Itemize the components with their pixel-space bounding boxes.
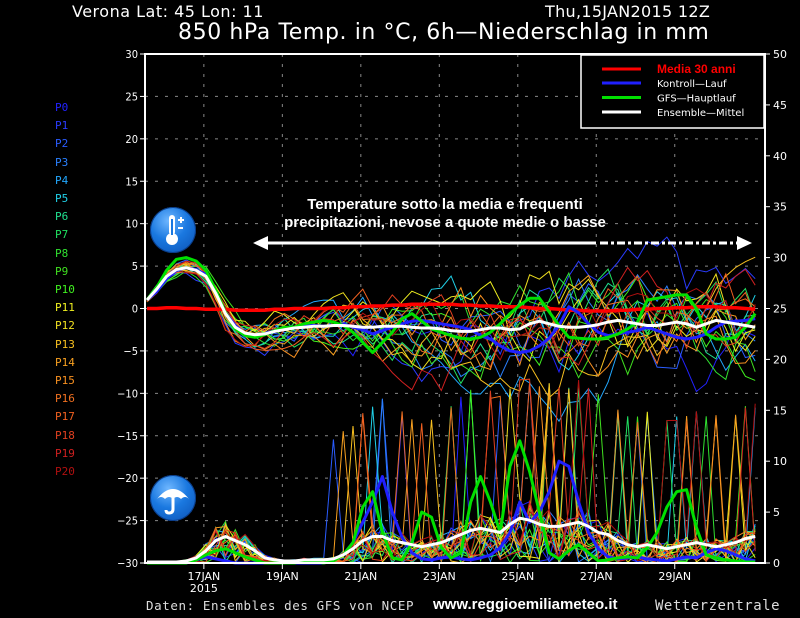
x-tick-label: 23JAN <box>423 570 456 583</box>
y-tick-label-left: 30 <box>125 48 138 61</box>
member-label: P20 <box>55 465 75 478</box>
temp-line-p3 <box>146 265 756 379</box>
axes: 302520151050−5−10−15−20−25−3050454035302… <box>117 48 787 595</box>
y-tick-label-left: 15 <box>125 175 138 188</box>
member-label: P2 <box>55 137 69 151</box>
umbrella-icon <box>150 475 196 521</box>
temp-line-p19 <box>146 260 756 392</box>
legend-label: Kontroll—Lauf <box>657 79 727 90</box>
legend-label: Media 30 anni <box>657 62 736 76</box>
precip-line-p20 <box>146 379 756 564</box>
y-tick-label-right: 40 <box>773 150 787 163</box>
y-tick-label-left: 5 <box>132 260 138 273</box>
annotation-arrow <box>253 236 752 250</box>
y-tick-label-left: −30 <box>117 557 138 570</box>
run-time-label: Thu,15JAN2015 12Z <box>545 2 711 21</box>
y-tick-label-left: −5 <box>123 345 138 358</box>
x-tick-label: 29JAN <box>658 570 691 583</box>
member-label: P4 <box>55 173 69 187</box>
temp-climatology-line <box>147 302 756 313</box>
temp-line-p18 <box>146 267 756 353</box>
temp-operational-line <box>145 256 757 355</box>
member-label: P18 <box>55 428 75 442</box>
y-tick-label-left: −25 <box>117 515 138 528</box>
member-label: P11 <box>55 301 75 315</box>
temp-line-p16 <box>146 261 756 365</box>
member-label: P16 <box>55 392 75 406</box>
y-tick-label-right: 25 <box>773 303 787 316</box>
arrow-right-head <box>737 236 752 250</box>
y-tick-label-right: 45 <box>773 99 787 112</box>
location-label: Verona Lat: 45 Lon: 11 <box>72 2 264 21</box>
x-tick-sublabel: 2015 <box>190 582 218 595</box>
credit-label: Wetterzentrale <box>655 598 781 614</box>
website-link[interactable]: www.reggioemiliameteo.it <box>433 596 618 613</box>
legend-label: GFS—Hauptlauf <box>657 94 736 105</box>
y-tick-label-left: 10 <box>125 218 138 231</box>
temp-line-p15 <box>146 262 756 377</box>
x-tick-label: 25JAN <box>501 570 534 583</box>
precip-operational-line <box>147 439 756 565</box>
member-label: P3 <box>55 155 69 169</box>
temp-ensemble-mean-line <box>145 266 756 337</box>
member-label: P5 <box>55 192 69 205</box>
member-label: P17 <box>55 410 75 424</box>
temp-line-p14 <box>146 263 756 371</box>
member-label: P15 <box>55 374 75 387</box>
x-tick-label: 17JAN <box>187 570 220 583</box>
precip-ensemble-mean-line <box>147 516 756 564</box>
thermometer-icon <box>150 207 196 253</box>
member-label: P19 <box>55 446 75 460</box>
y-tick-label-right: 35 <box>773 201 787 214</box>
annotation-line-2: precipitazioni, nevose a quote medie o b… <box>284 214 606 231</box>
member-label: P13 <box>55 337 75 351</box>
y-tick-label-left: 20 <box>125 133 138 146</box>
member-label: P8 <box>55 246 69 260</box>
arrow-left-head <box>253 236 268 250</box>
member-label: P9 <box>55 264 69 278</box>
temp-line-p17 <box>146 271 756 369</box>
y-tick-label-right: 15 <box>773 404 787 417</box>
member-label: P12 <box>55 319 75 333</box>
x-tick-label: 27JAN <box>580 570 613 583</box>
y-tick-label-right: 50 <box>773 48 787 61</box>
y-tick-label-left: 25 <box>125 90 138 103</box>
member-label: P10 <box>55 283 75 296</box>
member-label: P6 <box>55 210 69 224</box>
y-tick-label-left: −15 <box>117 430 138 443</box>
legend: Media 30 anni Kontroll—Lauf GFS—Hauptlauf E… <box>580 54 765 129</box>
y-tick-label-left: −20 <box>117 472 138 485</box>
y-tick-label-right: 20 <box>773 353 787 366</box>
member-label: P0 <box>55 101 69 114</box>
member-label: P1 <box>55 119 69 133</box>
y-tick-label-right: 10 <box>773 455 787 468</box>
y-tick-label-right: 5 <box>773 506 780 519</box>
precip-line-p9 <box>146 394 756 564</box>
legend-box <box>580 54 765 129</box>
chart-title: 850 hPa Temp. in °C, 6h—Niederschlag in … <box>178 20 710 45</box>
y-tick-label-left: 0 <box>132 303 138 316</box>
legend-label: Ensemble—Mittel <box>657 108 744 119</box>
y-tick-label-right: 0 <box>773 557 780 570</box>
member-label: P14 <box>55 355 75 369</box>
data-source-label: Daten: Ensembles des GFS von NCEP <box>146 598 415 613</box>
x-tick-label: 19JAN <box>266 570 299 583</box>
plot-frame <box>144 53 766 564</box>
member-label: P7 <box>55 228 69 242</box>
annotation-line-1: Temperature sotto la media e frequenti <box>307 196 583 213</box>
y-tick-label-left: −10 <box>117 387 138 400</box>
x-tick-label: 21JAN <box>344 570 377 583</box>
y-tick-label-right: 30 <box>773 252 787 265</box>
grid <box>145 54 765 563</box>
